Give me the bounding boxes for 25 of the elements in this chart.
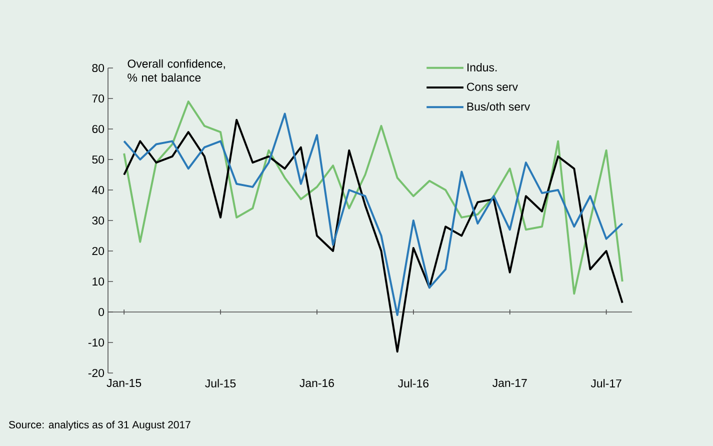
legend-label: Bus/oth serv [467, 102, 530, 111]
source-note: Source: analytics as of 31 August 2017 [8, 420, 190, 430]
y-tick-label: 70 [92, 94, 104, 103]
line-series [123, 118, 624, 353]
x-tick-label: Jul-16 [398, 379, 428, 388]
y-tick-label: 20 [92, 246, 104, 256]
x-tick-label: Jul-17 [590, 379, 622, 388]
y-tick-label: 0 [98, 308, 104, 316]
x-tick-label: Jan-15 [106, 379, 142, 387]
y-tick-label: -20 [88, 368, 104, 378]
y-tick-label: 80 [92, 64, 104, 72]
y-tick-label: 50 [92, 155, 104, 164]
y-tick-label: 30 [92, 216, 104, 225]
y-axis-title: Overall confidence, % net balance [128, 59, 225, 82]
line-series [123, 100, 624, 295]
y-tick-label: 60 [92, 124, 104, 134]
line-series [123, 112, 624, 316]
x-tick-label: Jan-17 [492, 379, 527, 387]
legend-label: Cons serv [467, 82, 518, 91]
y-tick-label: 40 [92, 186, 104, 194]
legend-label: Indus. [467, 63, 497, 72]
x-tick-label: Jan-16 [300, 379, 334, 388]
y-tick-label: 10 [92, 277, 104, 286]
y-tick-label: -10 [88, 338, 104, 347]
x-tick-label: Jul-15 [205, 379, 236, 388]
